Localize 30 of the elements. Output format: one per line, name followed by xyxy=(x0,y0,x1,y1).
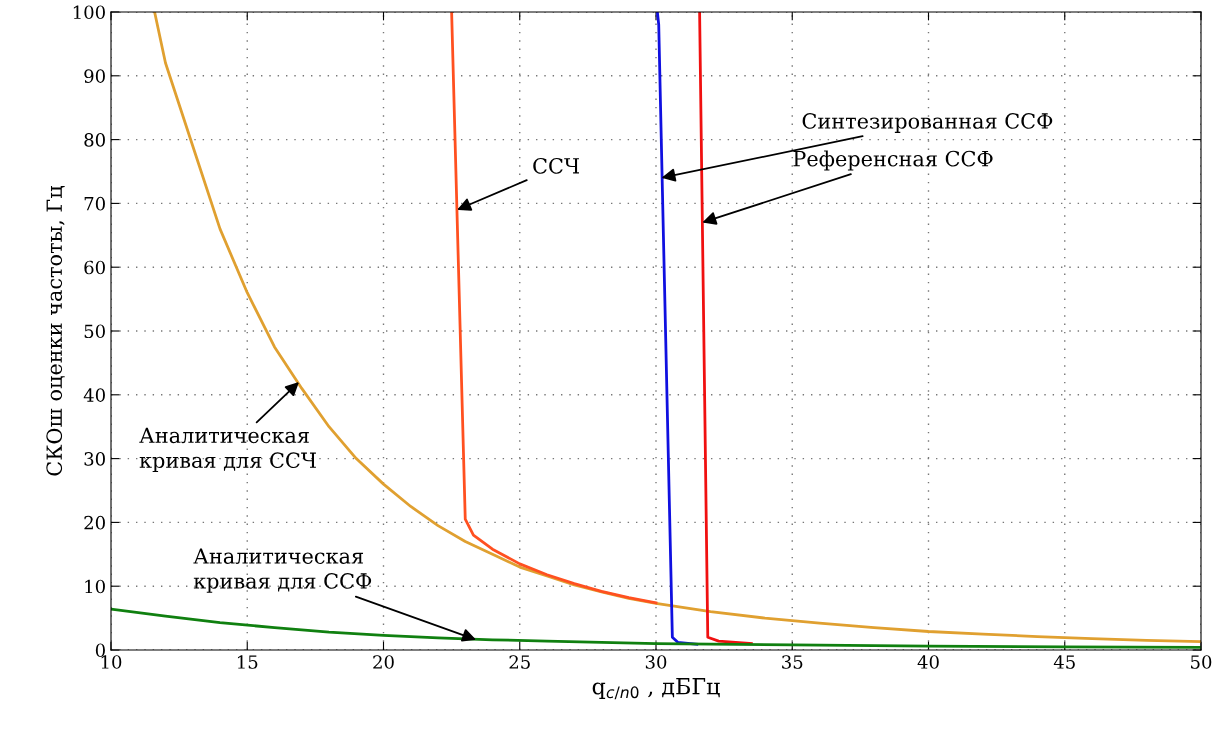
line-series xyxy=(698,12,753,646)
x-tick-label: 25 xyxy=(509,655,530,669)
x-tick-label: 40 xyxy=(917,655,939,669)
annotation: Аналитическая кривая для ССЧ xyxy=(139,427,316,473)
x-tick-label: 30 xyxy=(645,655,667,669)
x-tick-label: 10 xyxy=(101,655,122,669)
annotation: ССЧ xyxy=(533,157,579,174)
y-tick-label: 20 xyxy=(84,515,105,530)
annotation: Референсная ССФ xyxy=(793,150,993,171)
y-tick-label: 10 xyxy=(85,579,105,594)
x-tick-label: 45 xyxy=(1053,655,1075,669)
x-tick-label: 20 xyxy=(373,655,394,669)
x-tick-label: 35 xyxy=(782,655,803,669)
annotation: Аналитическая кривая для ССФ xyxy=(193,548,372,593)
y-tick-label: 60 xyxy=(84,260,105,275)
y-tick-label: 30 xyxy=(84,452,105,466)
y-tick-label: 80 xyxy=(84,133,105,147)
y-tick-label: 100 xyxy=(73,5,105,20)
y-tick-label: 70 xyxy=(84,196,105,211)
line-series xyxy=(655,12,699,646)
line-series xyxy=(450,12,658,605)
x-tick-label: 50 xyxy=(1191,655,1212,669)
y-tick-label: 50 xyxy=(84,324,105,339)
y-tick-label: 40 xyxy=(83,388,105,402)
y-tick-label: 0 xyxy=(95,643,105,658)
x-tick-label: 15 xyxy=(237,655,258,669)
y-axis-title: СКОш оценки частоты, Гц xyxy=(46,185,65,476)
annotation: Синтезированная ССФ xyxy=(802,113,1053,133)
y-tick-label: 90 xyxy=(84,69,105,83)
x-axis-title: q$_{c/n0}$ , дБГц xyxy=(592,678,720,700)
